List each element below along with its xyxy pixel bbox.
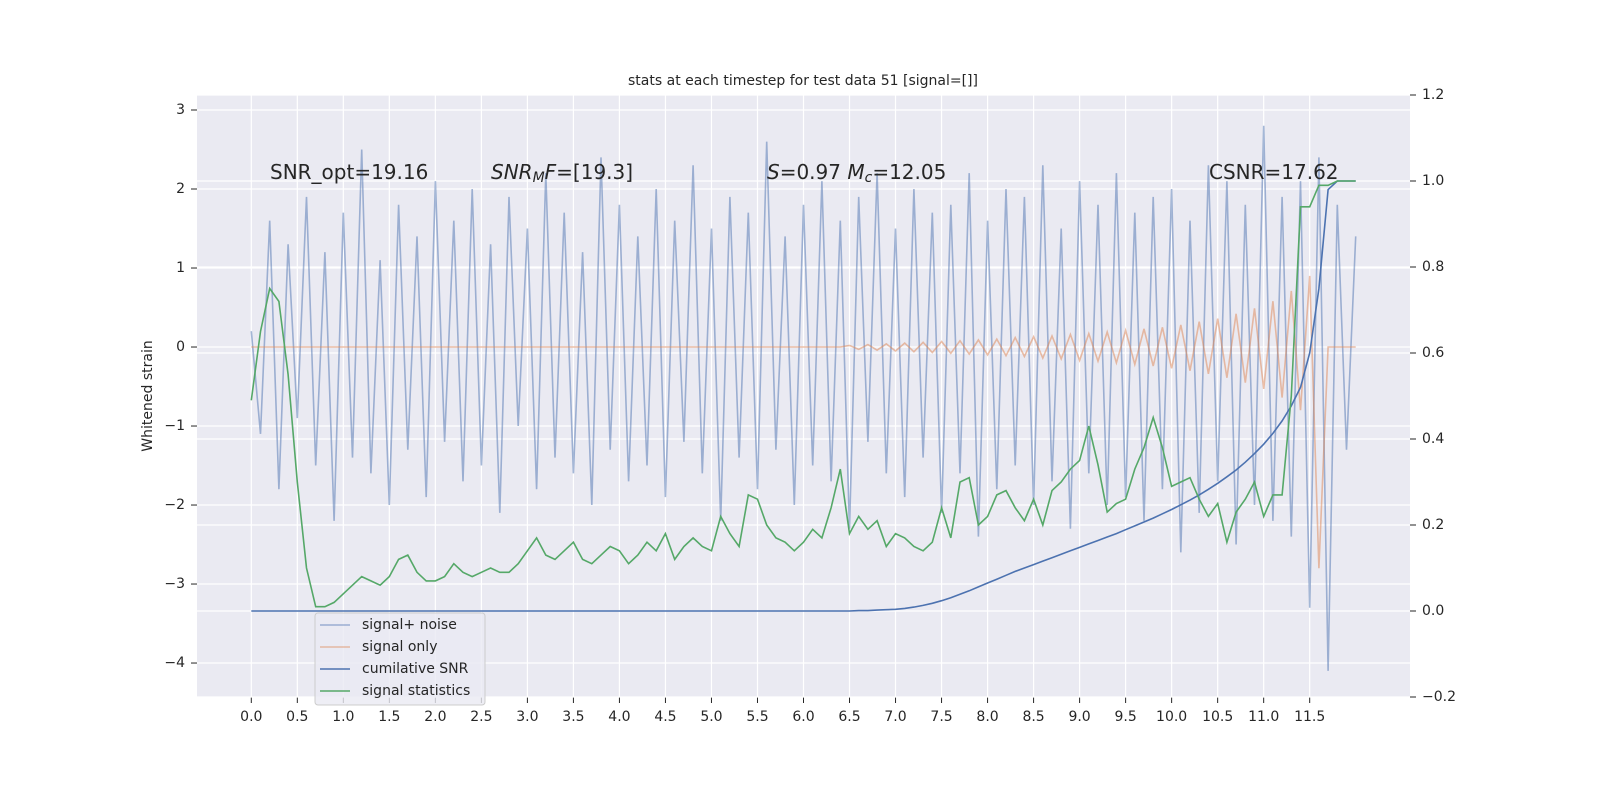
x-tick-label: 4.5 <box>654 709 676 725</box>
x-tick-label: 6.5 <box>838 709 860 725</box>
series-line <box>251 180 1356 612</box>
annotation-part: SNR <box>491 160 533 184</box>
annotation-part: =0.97 <box>780 160 848 184</box>
x-tick-label: 2.5 <box>470 709 492 725</box>
y2-tick-label: −0.2 <box>1422 689 1456 705</box>
y-tick-label: −3 <box>164 576 185 592</box>
annotation-part: =12.05 <box>872 160 946 184</box>
annotation: CSNR=17.62 <box>1209 160 1339 184</box>
y2-tick-label: 0.0 <box>1422 603 1444 619</box>
y-tick-label: −4 <box>164 655 185 671</box>
y2-tick-label: 0.8 <box>1422 259 1444 275</box>
y2-tick-label: 0.6 <box>1422 345 1444 361</box>
annotation: S=0.97 Mc=12.05 <box>767 160 946 187</box>
chart-title: stats at each timestep for test data 51 … <box>628 73 978 89</box>
y-tick-label: −1 <box>164 418 185 434</box>
y-tick-label: 3 <box>176 102 185 118</box>
x-tick-label: 8.0 <box>976 709 998 725</box>
legend-label: signal only <box>362 639 437 655</box>
y-tick-label: 1 <box>176 260 185 276</box>
series-line <box>251 275 1356 569</box>
y-tick-label: −2 <box>164 497 185 513</box>
y2-tick-label: 1.0 <box>1422 173 1444 189</box>
x-tick-label: 0.5 <box>286 709 308 725</box>
x-tick-label: 10.5 <box>1202 709 1233 725</box>
y-axis-label: Whitened strain <box>140 340 156 451</box>
legend-label: signal+ noise <box>362 617 457 633</box>
annotation: SNRMF=[19.3] <box>491 160 633 187</box>
x-tick-label: 10.0 <box>1156 709 1187 725</box>
legend-label: signal statistics <box>362 683 470 699</box>
x-tick-label: 11.0 <box>1248 709 1279 725</box>
annotation-part: F <box>545 160 557 184</box>
series-line <box>250 125 1357 671</box>
x-tick-label: 8.5 <box>1022 709 1044 725</box>
x-tick-label: 1.5 <box>378 709 400 725</box>
x-tick-label: 1.0 <box>332 709 354 725</box>
y2-tick-label: 0.2 <box>1422 517 1444 533</box>
x-tick-label: 5.5 <box>746 709 768 725</box>
x-tick-label: 11.5 <box>1294 709 1325 725</box>
legend-box <box>314 612 486 706</box>
annotation-part: =[19.3] <box>556 160 633 184</box>
annotation-part: CSNR=17.62 <box>1209 160 1339 184</box>
x-tick-label: 3.5 <box>562 709 584 725</box>
y2-tick-label: 0.4 <box>1422 431 1444 447</box>
annotation-part: M <box>847 160 864 184</box>
x-tick-label: 6.0 <box>792 709 814 725</box>
legend-label: cumilative SNR <box>362 661 469 677</box>
x-tick-label: 2.0 <box>424 709 446 725</box>
annotation-part: c <box>865 170 873 186</box>
x-tick-label: 9.0 <box>1068 709 1090 725</box>
x-tick-label: 0.0 <box>240 709 262 725</box>
x-tick-label: 7.5 <box>930 709 952 725</box>
y-tick-label: 0 <box>176 339 185 355</box>
series-line <box>250 180 1356 608</box>
x-tick-label: 5.0 <box>700 709 722 725</box>
annotation-part: S <box>767 160 780 184</box>
x-tick-label: 9.5 <box>1114 709 1136 725</box>
x-tick-label: 4.0 <box>608 709 630 725</box>
annotation: SNR_opt=19.16 <box>270 160 428 184</box>
legend: signal+ noise signal only cumilative SNR si… <box>314 612 486 706</box>
x-tick-label: 7.0 <box>884 709 906 725</box>
y-tick-label: 2 <box>176 181 185 197</box>
annotation-part: SNR_opt=19.16 <box>270 160 428 184</box>
y2-tick-label: 1.2 <box>1422 87 1444 103</box>
annotation-part: M <box>533 170 545 186</box>
x-tick-label: 3.0 <box>516 709 538 725</box>
